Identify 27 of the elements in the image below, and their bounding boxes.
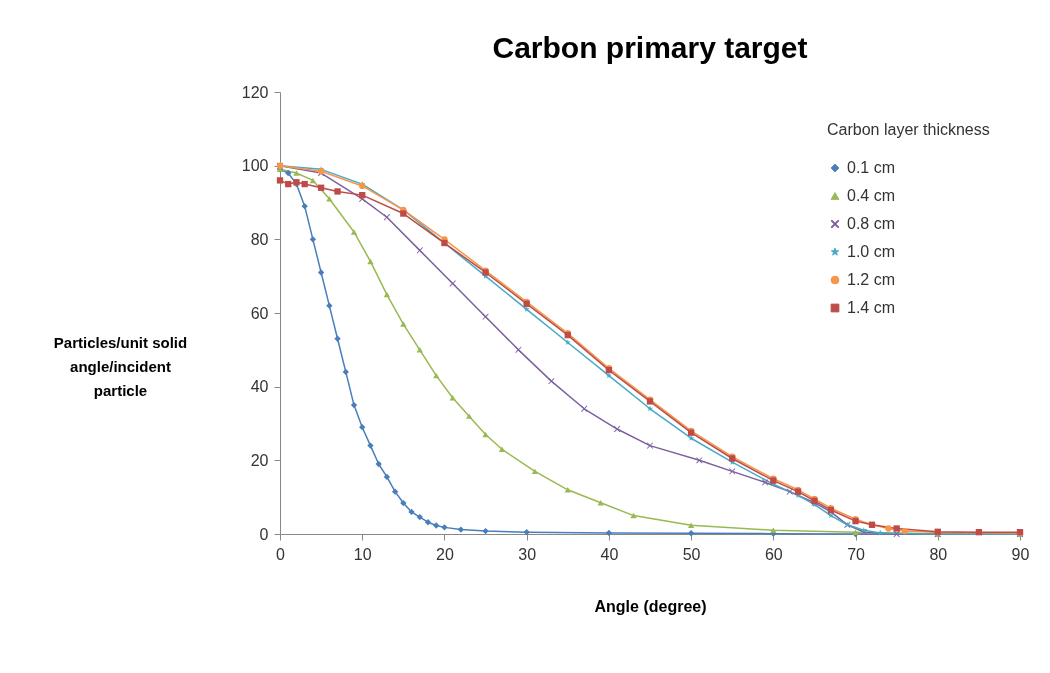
x-tick-label: 20 bbox=[436, 545, 454, 563]
y-tick-label: 20 bbox=[250, 451, 269, 469]
y-tick-label: 100 bbox=[241, 157, 269, 175]
legend-label: 0.8 cm bbox=[847, 215, 896, 232]
legend-title: Carbon layer thickness bbox=[827, 121, 990, 138]
y-tick-label: 60 bbox=[250, 304, 269, 322]
legend-label: 1.4 cm bbox=[847, 299, 896, 316]
x-tick-label: 10 bbox=[353, 545, 372, 563]
x-tick-label: 0 bbox=[276, 545, 286, 563]
x-tick-label: 90 bbox=[1011, 545, 1030, 563]
legend-label: 1.0 cm bbox=[847, 243, 896, 260]
y-tick-label: 80 bbox=[250, 230, 269, 248]
y-tick-label: 0 bbox=[259, 525, 269, 543]
chart-title: Carbon primary target bbox=[492, 31, 808, 64]
x-tick-label: 60 bbox=[764, 545, 783, 563]
x-tick-label: 50 bbox=[682, 545, 701, 563]
x-tick-label: 40 bbox=[600, 545, 619, 563]
y-tick-label: 120 bbox=[241, 83, 269, 101]
x-tick-label: 30 bbox=[518, 545, 537, 563]
legend-label: 0.1 cm bbox=[847, 159, 896, 176]
y-tick-label: 40 bbox=[250, 378, 269, 396]
y-axis-title: Particles/unit solid angle/incident particle bbox=[53, 333, 188, 399]
legend-label: 1.2 cm bbox=[847, 271, 896, 288]
x-axis-title: Angle (degree) bbox=[594, 597, 707, 615]
x-tick-label: 70 bbox=[847, 545, 866, 563]
x-tick-label: 80 bbox=[929, 545, 948, 563]
legend-label: 0.4 cm bbox=[847, 187, 896, 204]
